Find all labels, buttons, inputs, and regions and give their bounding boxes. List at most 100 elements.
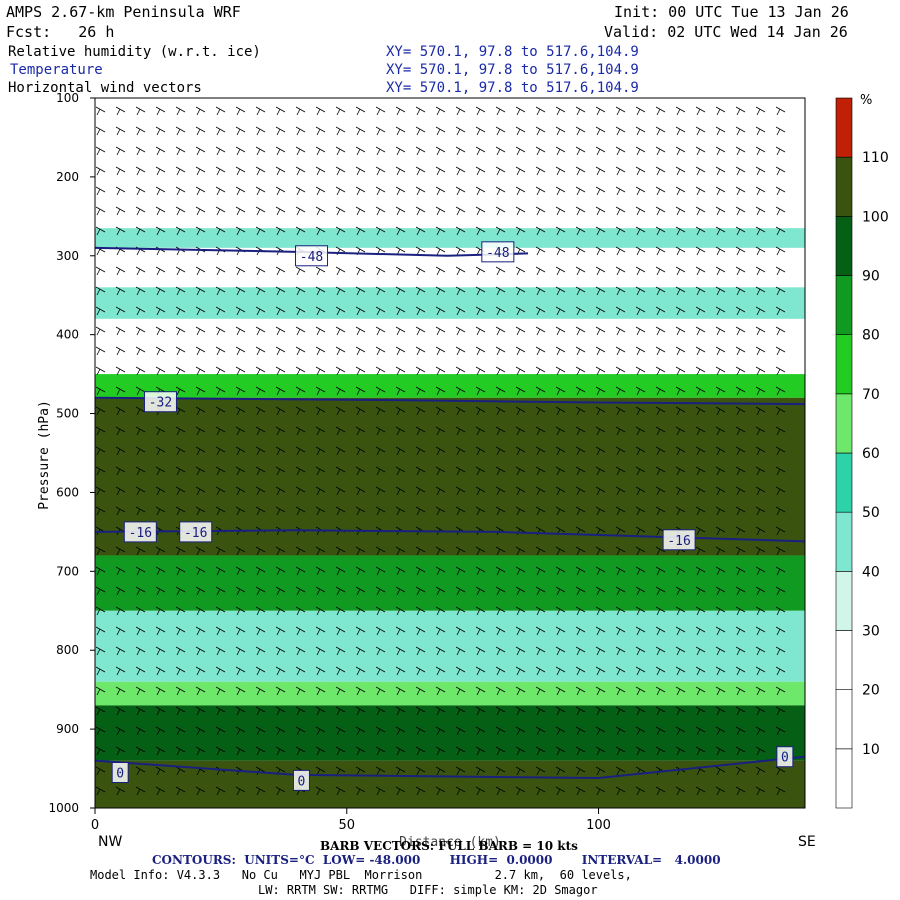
wind-barb-449 — [675, 346, 686, 356]
wind-barb-515 — [595, 386, 606, 396]
wind-barb-959 — [375, 646, 386, 656]
wind-barb-451 — [715, 346, 726, 356]
wind-barb-153 — [355, 186, 366, 196]
wind-barb-334 — [475, 286, 486, 296]
wind-barb-958 — [355, 646, 366, 656]
wind-barb-1190 — [95, 786, 106, 796]
wind-barb-1187 — [735, 766, 746, 776]
wind-barb-343 — [655, 286, 666, 296]
wind-barb-42 — [235, 126, 246, 136]
wind-barb-801 — [715, 546, 726, 556]
wind-barb-722 — [535, 506, 546, 516]
wind-barb-584 — [575, 426, 586, 436]
wind-barb-976 — [715, 646, 726, 656]
wind-barb-1213 — [555, 786, 566, 796]
wind-barb-578 — [455, 426, 466, 436]
wind-barb-267 — [535, 246, 546, 256]
wind-barb-115 — [295, 166, 306, 176]
wind-barb-552 — [635, 406, 646, 416]
wind-barb-379 — [675, 306, 686, 316]
wind-barb-37 — [135, 126, 146, 136]
wind-barb-229 — [475, 226, 486, 236]
wind-barb-25 — [595, 106, 606, 116]
wind-barb-224 — [375, 226, 386, 236]
wind-barb-1053 — [155, 706, 166, 716]
wind-barb-564 — [175, 426, 186, 436]
wind-barb-1220 — [695, 786, 706, 796]
contour-label-2: -32 — [149, 396, 172, 411]
wind-barb-1003 — [555, 666, 566, 676]
wind-barb-1168 — [355, 766, 366, 776]
wind-barb-166 — [615, 186, 626, 196]
wind-barb-624 — [675, 446, 686, 456]
wind-barb-11 — [315, 106, 326, 116]
wind-barb-38 — [155, 126, 166, 136]
wind-barb-134 — [675, 166, 686, 176]
wind-barb-572 — [335, 426, 346, 436]
wind-barb-775 — [195, 546, 206, 556]
wind-barb-1142 — [535, 746, 546, 756]
wind-barb-467 — [335, 366, 346, 376]
wind-barb-126 — [515, 166, 526, 176]
wind-barb-337 — [535, 286, 546, 296]
wind-barb-180 — [195, 206, 206, 216]
wind-barb-145 — [195, 186, 206, 196]
wind-barb-301 — [515, 266, 526, 276]
wind-barb-513 — [555, 386, 566, 396]
wind-barb-1085 — [95, 726, 106, 736]
wind-barb-1166 — [315, 766, 326, 776]
wind-barb-1151 — [715, 746, 726, 756]
wind-barb-316 — [115, 286, 126, 296]
wind-barb-1140 — [495, 746, 506, 756]
wind-barb-148 — [255, 186, 266, 196]
contour-info: CONTOURS: UNITS=°C LOW= -48.000 HIGH= 0.… — [152, 853, 721, 867]
wind-barb-371 — [515, 306, 526, 316]
wind-barb-219 — [275, 226, 286, 236]
wind-barb-152 — [335, 186, 346, 196]
wind-barb-1118 — [755, 726, 766, 736]
wind-barb-436 — [415, 346, 426, 356]
wind-barb-191 — [415, 206, 426, 216]
wind-barb-1120 — [95, 746, 106, 756]
wind-barb-218 — [255, 226, 266, 236]
wind-barb-432 — [335, 346, 346, 356]
wind-barb-794 — [575, 546, 586, 556]
wind-barb-676 — [315, 486, 326, 496]
wind-barb-713 — [355, 506, 366, 516]
wind-barb-937 — [635, 626, 646, 636]
wind-barb-1219 — [675, 786, 686, 796]
wind-barb-1031 — [415, 686, 426, 696]
wind-barb-948 — [155, 646, 166, 656]
wind-barb-305 — [595, 266, 606, 276]
wind-barb-848 — [255, 586, 266, 596]
wind-barb-1056 — [215, 706, 226, 716]
wind-barb-388 — [155, 326, 166, 336]
wind-barb-1089 — [175, 726, 186, 736]
wind-barb-829 — [575, 566, 586, 576]
wind-barb-482 — [635, 366, 646, 376]
wind-barb-954 — [275, 646, 286, 656]
wind-barb-714 — [375, 506, 386, 516]
wind-barb-682 — [435, 486, 446, 496]
wind-barb-551 — [615, 406, 626, 416]
wind-barb-1218 — [655, 786, 666, 796]
wind-barb-996 — [415, 666, 426, 676]
wind-barb-945 — [95, 646, 106, 656]
wind-barb-704 — [175, 506, 186, 516]
wind-barb-167 — [635, 186, 646, 196]
wind-barb-380 — [695, 306, 706, 316]
wind-barb-559 — [775, 406, 786, 416]
wind-barb-823 — [455, 566, 466, 576]
wind-barb-314 — [775, 266, 786, 276]
wind-barb-156 — [415, 186, 426, 196]
wind-barb-544 — [475, 406, 486, 416]
wind-barb-430 — [295, 346, 306, 356]
wind-barb-439 — [475, 346, 486, 356]
x-tick-label-2: 100 — [586, 818, 611, 833]
wind-barb-971 — [615, 646, 626, 656]
wind-barb-415 — [695, 326, 706, 336]
wind-barb-170 — [695, 186, 706, 196]
wind-barb-694 — [675, 486, 686, 496]
wind-barb-686 — [515, 486, 526, 496]
wind-barb-311 — [715, 266, 726, 276]
